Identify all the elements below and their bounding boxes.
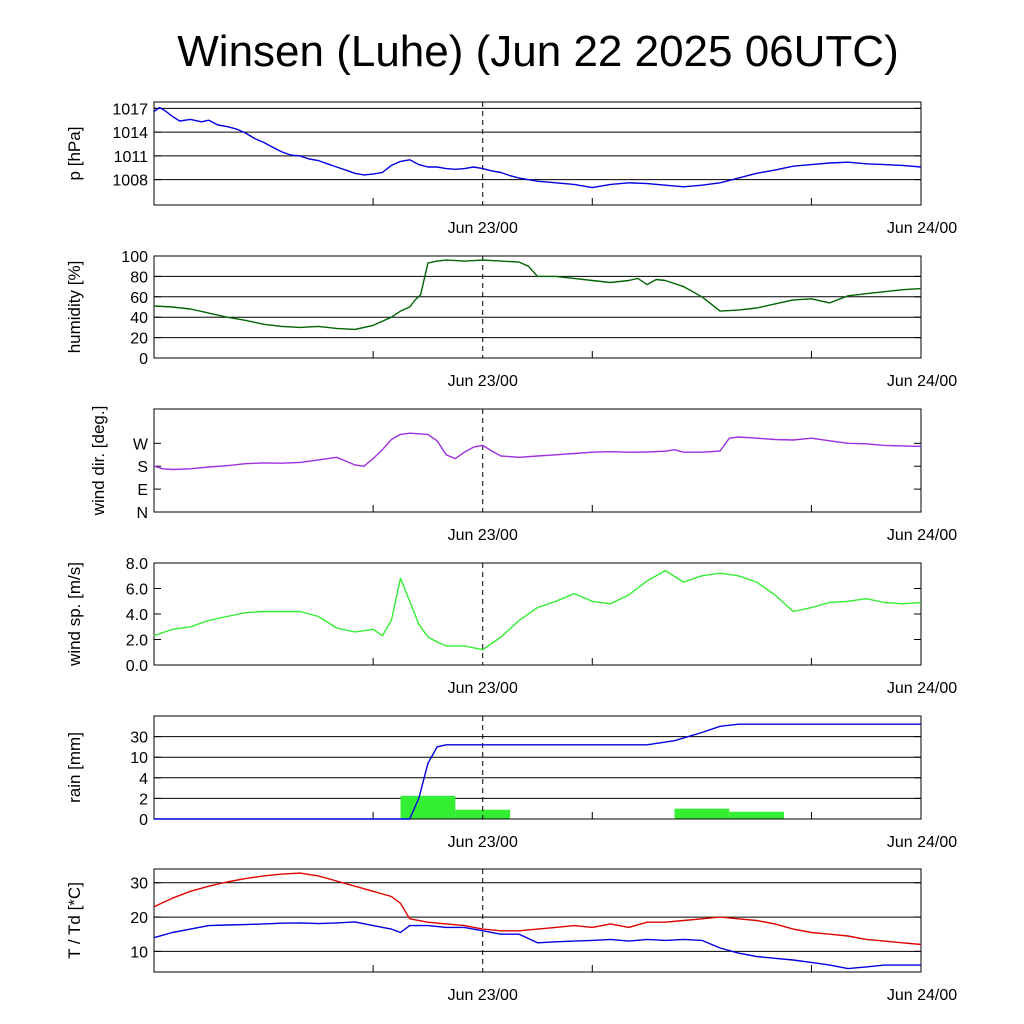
y-tick-label: W	[133, 436, 149, 453]
series-line-humidity-0	[153, 259, 922, 331]
y-tick-label: 4.0	[126, 607, 148, 624]
rain-bar-1	[455, 809, 511, 819]
x-tick-label: Jun 23/00	[448, 373, 518, 390]
y-tick-label: 6.0	[126, 582, 148, 599]
y-axis-label: wind sp. [m/s]	[65, 562, 84, 667]
series-line-wind_speed-0	[153, 569, 922, 651]
panel-pressure: 1008 1011 1014 1017 p [hPa] Jun 23/00 Jun 24/0…	[65, 101, 957, 237]
x-tick-label: Jun 24/00	[887, 987, 957, 1004]
y-tick-label: 8.0	[126, 556, 148, 573]
series-line-temperature-0	[153, 872, 922, 946]
x-tick-label: Jun 23/00	[448, 527, 518, 544]
y-axis-label: T / Td [*C]	[65, 882, 84, 959]
chart-title: Winsen (Luhe) (Jun 22 2025 06UTC)	[177, 27, 898, 76]
y-tick-label: 1008	[112, 173, 148, 190]
series-line-rain-0	[154, 723, 921, 820]
y-axis-label: wind dir. [deg.]	[89, 406, 108, 517]
y-tick-label: 10	[130, 750, 148, 767]
y-tick-label: 20	[130, 331, 148, 348]
panel-frame	[153, 868, 922, 973]
panel-temperature: 10 20 30 T / Td [*C] Jun 23/00 Jun 24/00	[65, 868, 957, 1004]
panel-rain: 0 2 4 10 30 rain [mm] Jun 23/00 Jun 24/00	[65, 715, 957, 851]
y-tick-label: 0	[139, 812, 148, 829]
series-line-wind_direction-0	[153, 432, 922, 471]
x-tick-label: Jun 23/00	[448, 220, 518, 237]
panel-frame	[153, 408, 922, 513]
y-tick-label: 60	[130, 290, 148, 307]
y-tick-label: 0	[139, 351, 148, 368]
rain-bar-3	[729, 811, 785, 819]
y-tick-label: 2.0	[126, 633, 148, 650]
x-tick-label: Jun 24/00	[887, 834, 957, 851]
y-tick-label: 10	[130, 944, 148, 961]
x-tick-label: Jun 23/00	[448, 987, 518, 1004]
x-tick-label: Jun 24/00	[887, 680, 957, 697]
y-tick-label: 0.0	[126, 658, 148, 675]
panels-group: 1008 1011 1014 1017 p [hPa] Jun 23/00 Jun 24/0…	[65, 101, 957, 1004]
y-axis-label: rain [mm]	[65, 732, 84, 803]
y-tick-label: 30	[130, 876, 148, 893]
y-tick-label: 100	[121, 249, 148, 266]
y-axis-label: p [hPa]	[65, 127, 84, 181]
series-line-pressure-0	[153, 106, 922, 189]
y-tick-label: 1014	[112, 125, 148, 142]
y-tick-label: 40	[130, 310, 148, 327]
rain-bar-2	[674, 808, 730, 819]
panel-frame	[153, 715, 922, 820]
x-tick-label: Jun 23/00	[448, 834, 518, 851]
panel-frame	[153, 101, 922, 206]
y-axis-label: humidity [%]	[65, 261, 84, 354]
y-tick-label: 1011	[114, 149, 149, 166]
x-tick-label: Jun 24/00	[887, 527, 957, 544]
y-tick-label: 2	[139, 791, 148, 808]
y-tick-label: 4	[139, 771, 148, 788]
x-tick-label: Jun 23/00	[448, 680, 518, 697]
y-tick-label: 80	[130, 269, 148, 286]
y-tick-label: 20	[130, 910, 148, 927]
panel-humidity: 0 20 40 60 80 100 humidity [%] Jun 23/00 Jun 24/…	[65, 249, 957, 390]
panel-wind_speed: 0.0 2.0 4.0 6.0 8.0 wind sp. [m/s] Jun 23/00 Ju…	[65, 556, 957, 697]
series-line-temperature-1	[153, 921, 921, 970]
y-tick-label: S	[137, 459, 148, 476]
rain-bar-0	[400, 795, 456, 819]
y-tick-label: 30	[130, 730, 148, 747]
x-tick-label: Jun 24/00	[887, 373, 957, 390]
y-tick-label: N	[136, 505, 148, 522]
y-tick-label: 1017	[112, 101, 148, 118]
y-tick-label: E	[137, 482, 148, 499]
x-tick-label: Jun 24/00	[887, 220, 957, 237]
panel-frame	[153, 255, 922, 359]
panel-frame	[153, 562, 922, 666]
